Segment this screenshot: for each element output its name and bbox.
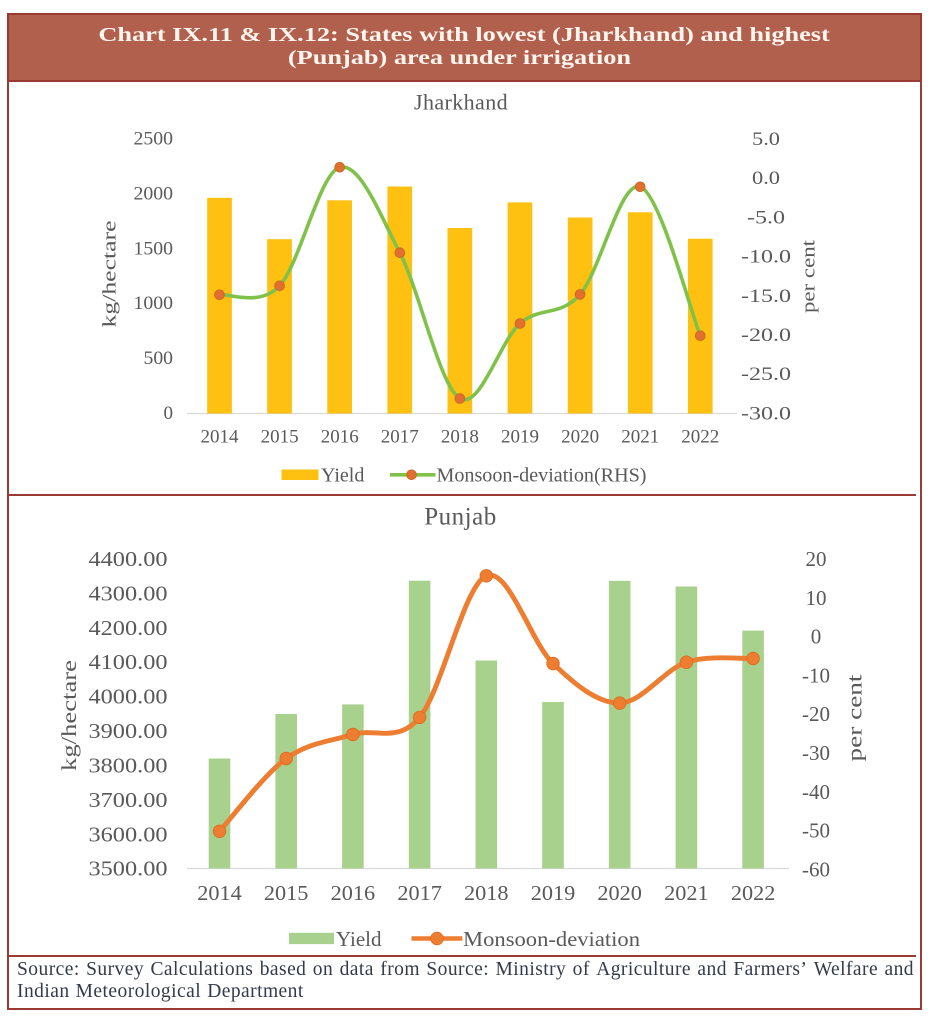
- svg-text:Punjab: Punjab: [424, 504, 496, 531]
- svg-text:2500: 2500: [134, 129, 174, 150]
- svg-text:-30: -30: [802, 741, 830, 765]
- svg-text:4400.00: 4400.00: [89, 547, 168, 571]
- svg-text:20: 20: [806, 547, 827, 571]
- svg-text:2015: 2015: [264, 881, 309, 905]
- svg-text:-50: -50: [802, 819, 830, 843]
- svg-text:kg/hectare: kg/hectare: [100, 221, 121, 328]
- svg-text:Monsoon-deviation: Monsoon-deviation: [463, 927, 641, 951]
- svg-text:2015: 2015: [261, 427, 299, 448]
- svg-text:4100.00: 4100.00: [89, 650, 168, 674]
- svg-text:-20: -20: [802, 702, 830, 726]
- svg-text:2016: 2016: [331, 881, 376, 905]
- svg-text:-15.0: -15.0: [741, 286, 791, 307]
- svg-text:0: 0: [164, 403, 174, 424]
- svg-text:per cent: per cent: [799, 239, 820, 313]
- svg-text:Yield: Yield: [321, 464, 364, 486]
- svg-text:Yield: Yield: [336, 927, 382, 951]
- svg-text:-10: -10: [802, 663, 830, 687]
- svg-text:3600.00: 3600.00: [89, 822, 168, 846]
- svg-text:5.0: 5.0: [752, 129, 780, 150]
- svg-text:0: 0: [811, 625, 822, 649]
- svg-text:0.0: 0.0: [752, 168, 780, 189]
- svg-text:kg/hectare: kg/hectare: [57, 660, 81, 771]
- svg-text:2016: 2016: [321, 427, 359, 448]
- svg-text:2019: 2019: [531, 881, 576, 905]
- svg-text:500: 500: [144, 348, 174, 369]
- svg-text:4200.00: 4200.00: [89, 616, 168, 640]
- svg-text:1000: 1000: [134, 293, 174, 314]
- svg-text:-10.0: -10.0: [741, 247, 791, 268]
- svg-text:2022: 2022: [681, 427, 719, 448]
- svg-text:2018: 2018: [441, 427, 479, 448]
- svg-text:2020: 2020: [597, 881, 642, 905]
- svg-text:2021: 2021: [621, 427, 659, 448]
- svg-text:4000.00: 4000.00: [89, 685, 168, 709]
- svg-text:-5.0: -5.0: [747, 207, 785, 228]
- svg-text:3500.00: 3500.00: [89, 857, 168, 881]
- svg-text:2014: 2014: [197, 881, 242, 905]
- svg-text:-25.0: -25.0: [741, 364, 791, 385]
- svg-text:2022: 2022: [731, 881, 776, 905]
- svg-text:1500: 1500: [134, 238, 174, 259]
- svg-text:-60: -60: [802, 857, 830, 881]
- svg-text:per cent: per cent: [843, 674, 867, 761]
- svg-text:2014: 2014: [201, 427, 240, 448]
- svg-text:2020: 2020: [561, 427, 599, 448]
- svg-text:10: 10: [806, 586, 827, 610]
- svg-text:3700.00: 3700.00: [89, 788, 168, 812]
- svg-text:Monsoon-deviation(RHS): Monsoon-deviation(RHS): [437, 464, 647, 486]
- svg-text:3800.00: 3800.00: [89, 754, 168, 778]
- svg-text:-20.0: -20.0: [741, 325, 791, 346]
- svg-text:-30.0: -30.0: [741, 403, 791, 424]
- svg-text:2019: 2019: [501, 427, 539, 448]
- svg-text:2021: 2021: [664, 881, 709, 905]
- svg-text:2017: 2017: [381, 427, 419, 448]
- svg-text:2018: 2018: [464, 881, 509, 905]
- svg-text:4300.00: 4300.00: [89, 581, 168, 605]
- svg-text:-40: -40: [802, 780, 830, 804]
- svg-text:2000: 2000: [134, 183, 174, 204]
- svg-text:2017: 2017: [397, 881, 442, 905]
- svg-text:Jharkhand: Jharkhand: [414, 90, 508, 115]
- svg-text:3900.00: 3900.00: [89, 719, 168, 743]
